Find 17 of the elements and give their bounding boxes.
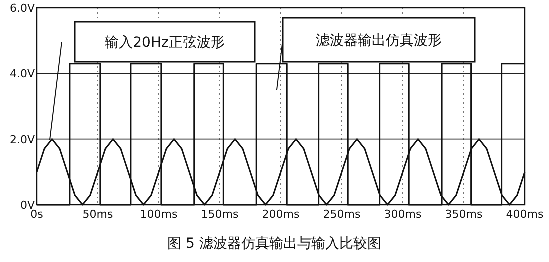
y-tick-label: 2.0V — [10, 133, 36, 146]
x-tick-label: 0s — [30, 208, 44, 221]
annotation: 滤波器输出仿真波形 — [316, 33, 442, 49]
x-tick-label: 250ms — [323, 208, 361, 221]
annotation: 滤波器输出仿真波形 — [276, 17, 476, 90]
x-tick-label: 200ms — [262, 208, 300, 221]
annotation: 输入20Hz正弦波形 — [105, 35, 225, 51]
y-tick-label: 6.0V — [10, 2, 36, 15]
x-tick-label: 350ms — [445, 208, 483, 221]
annotation: 输入20Hz正弦波形 — [50, 21, 256, 140]
x-tick-label: 150ms — [201, 208, 239, 221]
y-tick-label: 4.0V — [10, 68, 36, 81]
x-tick-label: 50ms — [82, 208, 114, 221]
x-tick-label: 400ms — [506, 208, 544, 221]
title: 图 5 滤波器仿真输出与输入比较图 — [168, 236, 382, 252]
x-tick-label: 300ms — [384, 208, 422, 221]
x-tick-label: 100ms — [140, 208, 178, 221]
